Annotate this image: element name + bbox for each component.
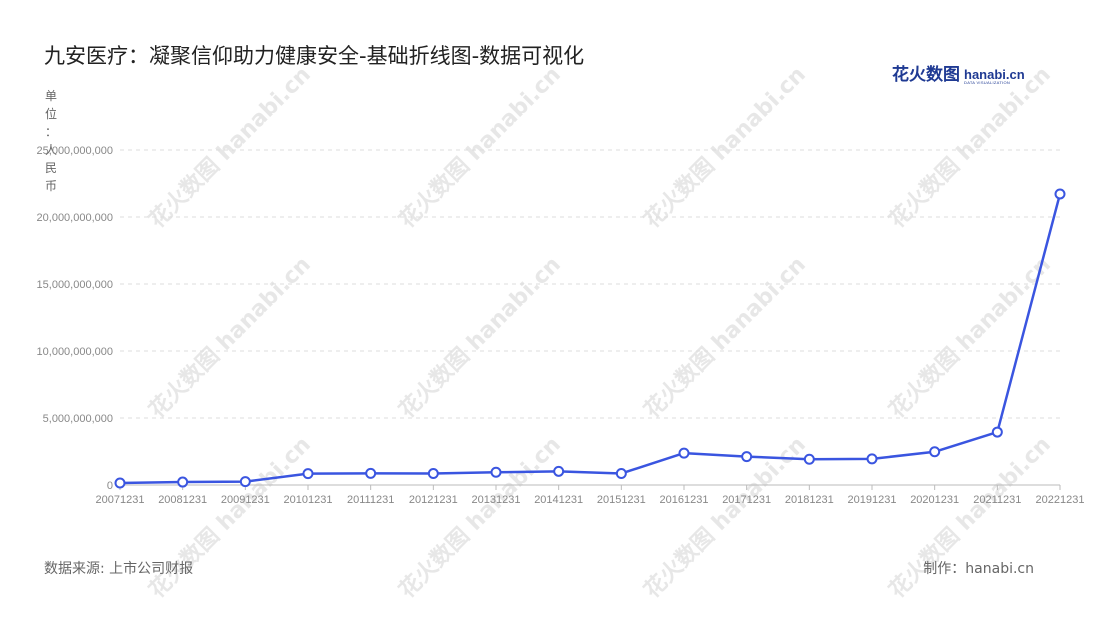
y-tick-label: 15,000,000,000: [37, 279, 113, 291]
unit-char: 币: [44, 179, 57, 193]
data-point: [490, 466, 502, 478]
data-point: [615, 467, 627, 479]
data-point: [929, 446, 941, 458]
data-point: [114, 477, 126, 489]
data-point: [678, 447, 690, 459]
x-tick-label: 20181231: [785, 494, 834, 506]
credit: 制作：hanabi.cn: [923, 561, 1034, 577]
data-point: [239, 476, 251, 488]
x-tick-label: 20131231: [472, 494, 521, 506]
x-tick-label: 20111231: [347, 494, 394, 506]
logo-main-text: 花火数图: [892, 65, 960, 85]
data-point: [803, 453, 815, 465]
data-point: [553, 465, 565, 477]
data-point: [741, 451, 753, 463]
unit-char: ：: [44, 125, 57, 139]
chart-title: 九安医疗：凝聚信仰助力健康安全-基础折线图-数据可视化: [44, 44, 585, 68]
y-tick-label: 5,000,000,000: [43, 413, 113, 425]
data-point: [302, 468, 314, 480]
data-point: [177, 476, 189, 488]
y-tick-label: 20,000,000,000: [37, 212, 113, 224]
unit-char: 位: [44, 107, 57, 121]
y-axis-unit-label: 单位 ： 人民币: [44, 87, 58, 195]
brand-logo: 花火数图 hanabi.cn DATA VISUALIZATION: [892, 60, 1025, 85]
logo-en-text: hanabi.cn: [964, 67, 1025, 82]
x-tick-label: 20191231: [848, 494, 897, 506]
logo-side: hanabi.cn DATA VISUALIZATION: [964, 68, 1025, 85]
x-tick-label: 20121231: [409, 494, 458, 506]
unit-char: 民: [44, 161, 57, 175]
y-tick-label: 10,000,000,000: [37, 346, 113, 358]
x-tick-label: 20101231: [284, 494, 333, 506]
y-tick-label: 0: [107, 480, 113, 492]
data-point: [991, 426, 1003, 438]
x-tick-label: 20201231: [910, 494, 959, 506]
unit-char: 人: [44, 143, 57, 157]
series-line: [119, 193, 1062, 485]
x-tick-label: 20151231: [597, 494, 646, 506]
x-tick-label: 20141231: [534, 494, 583, 506]
logo-sub-text: DATA VISUALIZATION: [964, 80, 1011, 85]
data-point: [1054, 188, 1066, 200]
x-tick-label: 20071231: [96, 494, 145, 506]
unit-char: 单: [44, 89, 57, 103]
x-tick-label: 20161231: [660, 494, 709, 506]
data-point: [866, 453, 878, 465]
data-point: [365, 467, 377, 479]
x-tick-label: 20221231: [1036, 494, 1085, 506]
x-tick-label: 20211231: [973, 494, 1021, 506]
x-tick-label: 20081231: [158, 494, 207, 506]
data-source: 数据来源: 上市公司财报: [44, 561, 194, 577]
data-point: [427, 467, 439, 479]
y-tick-label: 25,000,000,000: [37, 145, 113, 157]
x-tick-label: 20091231: [221, 494, 270, 506]
x-tick-label: 20171231: [722, 494, 771, 506]
